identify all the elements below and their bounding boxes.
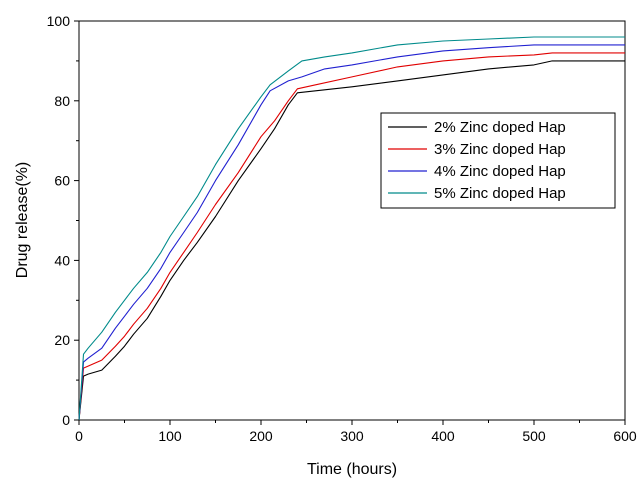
x-tick-label: 300 [340,428,364,444]
x-tick-label: 100 [158,428,182,444]
y-tick-label: 40 [54,252,70,268]
x-axis-ticks: 0 100 200 300 400 500 600 [75,420,637,444]
x-tick-label: 0 [75,428,83,444]
x-tick-label: 400 [431,428,455,444]
y-tick-label: 20 [54,332,70,348]
legend-label: 5% Zinc doped Hap [434,185,566,202]
legend-label: 3% Zinc doped Hap [434,141,566,158]
legend-box [380,112,616,209]
x-tick-label: 200 [249,428,273,444]
y-tick-label: 100 [47,13,71,29]
y-tick-label: 0 [62,412,70,428]
series-line-4pct [78,44,625,421]
y-tick-label: 80 [54,93,70,109]
series-line-2pct [78,60,625,421]
series-line-3pct [78,52,625,421]
legend-label: 4% Zinc doped Hap [434,163,566,180]
x-tick-label: 600 [613,428,637,444]
y-axis-ticks: 0 20 40 60 80 100 [47,13,79,428]
plot-border [78,20,626,421]
series-layer [78,36,625,421]
series-line-5pct [78,36,625,421]
legend: 2% Zinc doped Hap 3% Zinc doped Hap 4% Zin… [380,112,616,209]
y-axis-title: Drug release(%) [14,162,31,278]
plot-frame [78,20,626,421]
x-tick-label: 500 [522,428,546,444]
x-axis-title: Time (hours) [307,461,397,478]
y-tick-label: 60 [54,173,70,189]
legend-label: 2% Zinc doped Hap [434,119,566,136]
